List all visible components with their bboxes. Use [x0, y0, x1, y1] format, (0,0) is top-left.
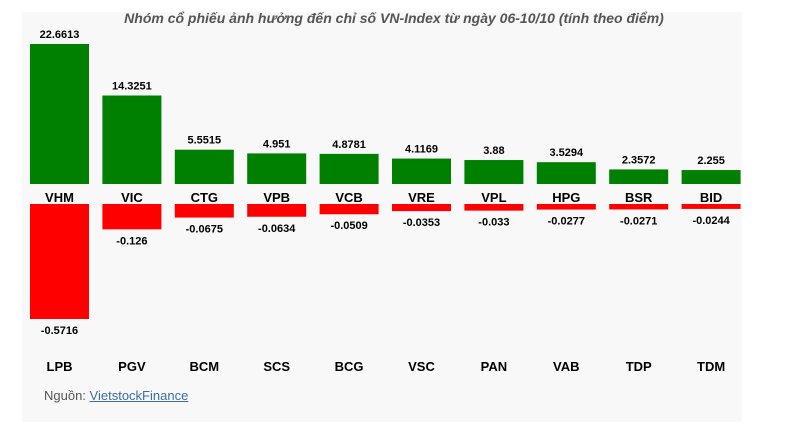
positive-category-label: CTG [191, 190, 218, 205]
positive-value-label: 3.88 [483, 145, 504, 157]
positive-value-label: 4.8781 [332, 139, 366, 151]
positive-bar [609, 169, 669, 184]
positive-category-label: HPG [552, 190, 580, 205]
positive-bar [30, 44, 89, 184]
negative-bar [681, 204, 741, 209]
negative-category-label: VAB [553, 359, 579, 374]
negative-value-label: -0.126 [116, 235, 147, 247]
negative-bar [30, 204, 89, 319]
positive-bar [681, 170, 741, 184]
negative-value-label: -0.033 [478, 217, 509, 229]
negative-category-label: TDP [626, 359, 652, 374]
negative-value-label: -0.0675 [186, 224, 223, 236]
positive-value-label: 2.255 [697, 155, 725, 167]
positive-value-label: 5.5515 [187, 135, 221, 147]
negative-category-label: LPB [47, 359, 73, 374]
negative-bar [247, 204, 307, 217]
negative-category-label: VSC [408, 359, 435, 374]
negative-category-label: PAN [481, 359, 507, 374]
positive-bar [319, 153, 379, 184]
chart-title: Nhóm cổ phiếu ảnh hưởng đến chỉ số VN-In… [124, 10, 664, 26]
positive-bar [247, 153, 307, 184]
negative-bar [392, 204, 451, 212]
negative-category-label: TDM [697, 359, 725, 374]
negative-value-label: -0.5716 [41, 325, 78, 337]
positive-bar [464, 160, 524, 184]
negative-value-label: -0.0509 [330, 220, 367, 232]
negative-category-label: BCM [189, 359, 219, 374]
source-note: Nguồn: VietstockFinance [44, 388, 188, 403]
positive-category-label: VPL [481, 190, 506, 205]
positive-value-label: 14.3251 [112, 81, 152, 93]
negative-bar [174, 204, 234, 218]
positive-bar [174, 149, 234, 184]
negative-bar [536, 204, 596, 210]
positive-category-label: VHM [45, 190, 74, 205]
negative-bar [464, 204, 524, 211]
negative-category-label: BCG [335, 359, 364, 374]
positive-category-label: VCB [335, 190, 362, 205]
positive-category-label: BSR [625, 190, 653, 205]
positive-bar [392, 158, 451, 184]
positive-value-label: 4.1169 [405, 144, 438, 156]
negative-value-label: -0.0634 [258, 223, 296, 235]
positive-value-label: 2.3572 [622, 154, 656, 166]
negative-category-label: PGV [118, 359, 146, 374]
negative-category-label: SCS [263, 359, 290, 374]
source-label: Nguồn: [44, 388, 90, 403]
negative-value-label: -0.0353 [403, 217, 440, 229]
positive-category-label: VPB [263, 190, 290, 205]
positive-value-label: 4.951 [263, 138, 291, 150]
positive-bar [536, 162, 596, 184]
negative-bar [319, 204, 379, 215]
negative-bar [609, 204, 669, 210]
positive-value-label: 3.5294 [549, 147, 584, 159]
positive-category-label: VIC [121, 190, 143, 205]
negative-value-label: -0.0277 [548, 216, 585, 228]
positive-category-label: BID [700, 190, 722, 205]
source-link[interactable]: VietstockFinance [89, 388, 189, 403]
negative-value-label: -0.0244 [692, 215, 730, 227]
positive-bar [102, 95, 162, 184]
positive-value-label: 22.6613 [40, 29, 80, 41]
negative-bar [102, 204, 162, 230]
negative-value-label: -0.0271 [620, 215, 657, 227]
positive-category-label: VRE [408, 190, 435, 205]
